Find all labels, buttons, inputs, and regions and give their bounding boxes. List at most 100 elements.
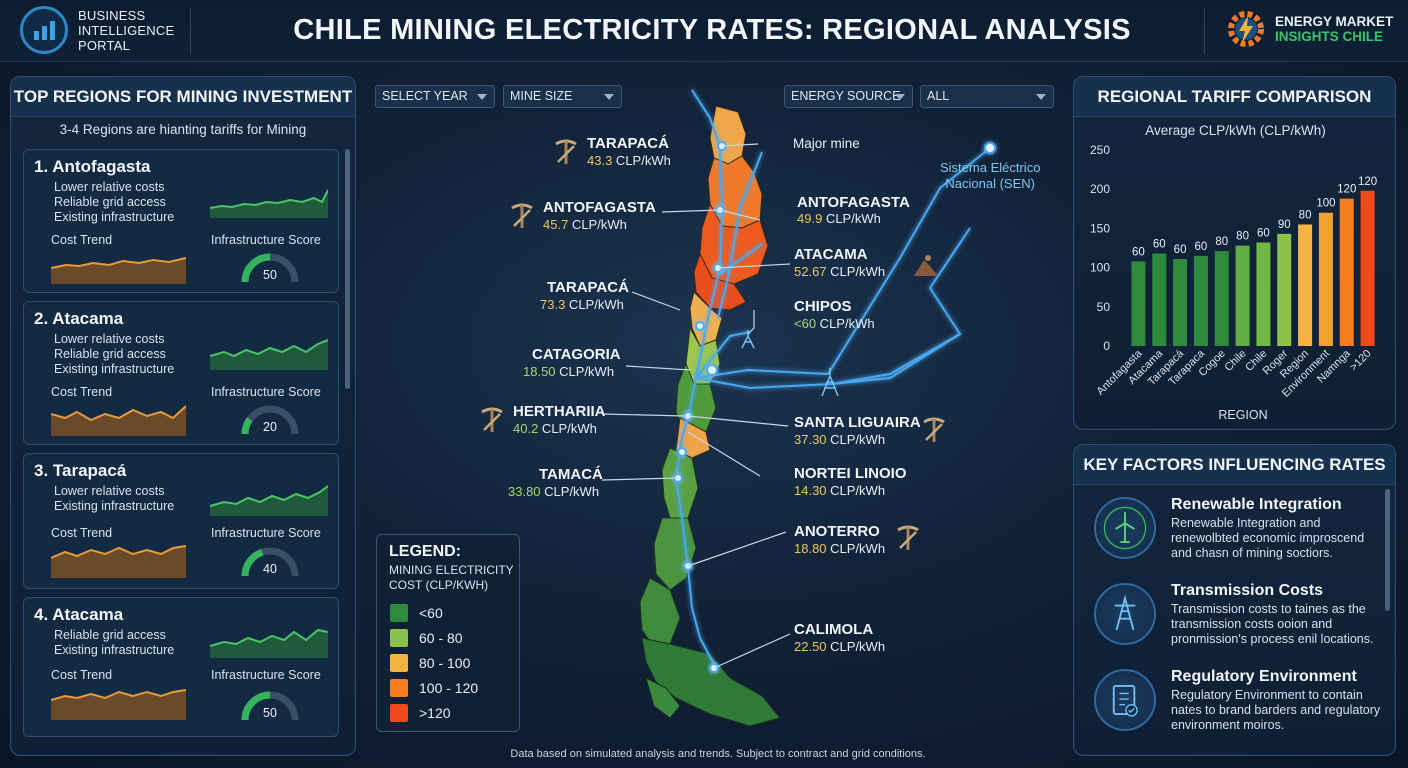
bar-data-label: 120	[1358, 176, 1377, 188]
regional-tariff-panel: REGIONAL TARIFF COMPARISON Average CLP/k…	[1073, 76, 1396, 430]
bar	[1193, 255, 1208, 346]
x-tick-label: >120	[1348, 348, 1374, 374]
bar-chart-logo-icon	[20, 6, 68, 54]
footnote: Data based on simulated analysis and tre…	[510, 748, 926, 760]
brand[interactable]: Business Intelligence Portal	[20, 6, 188, 54]
map-value-tarapaca-2: 73.3 CLP/kWh	[540, 297, 624, 312]
legend-item: 100 - 120	[390, 679, 478, 697]
rate-value: 52.67	[794, 264, 827, 279]
ore-pile-icon	[914, 255, 938, 276]
map-value-calimola: 22.50 CLP/kWh	[794, 639, 885, 654]
pickaxe-icon	[897, 525, 919, 550]
partner-name-line2: INSIGHTS CHILE	[1275, 29, 1384, 44]
bar-data-label: 80	[1215, 236, 1228, 248]
legend-label: <60	[419, 605, 443, 621]
sen-label-line1: Sistema Eléctrico	[940, 160, 1041, 175]
map-label-calimola: CALIMOLA	[794, 621, 874, 638]
legend-subtitle: MINING ELECTRICITY COST (CLP/kWh)	[389, 563, 514, 592]
bullet: Existing infrastructure	[54, 499, 175, 513]
rate-unit: CLP/kWh	[538, 421, 597, 436]
scrollbar[interactable]	[1385, 489, 1390, 611]
region-atacama-red	[693, 252, 747, 311]
key-factors-panel: KEY FACTORS INFLUENCING RATES Renewable …	[1073, 444, 1396, 756]
bullet: Lower relative costs	[54, 332, 165, 346]
chevron-down-icon	[895, 94, 905, 100]
region-patagonia-islands	[645, 677, 681, 719]
mine-size-dropdown[interactable]: MINE SIZE	[503, 85, 622, 108]
map-value-nortei-linoio: 14.30 CLP/kWh	[794, 483, 885, 498]
chile-map[interactable]	[370, 78, 1066, 748]
header-divider	[1204, 8, 1205, 54]
energy-source-dropdown[interactable]: ENERGY SOURCE	[784, 85, 913, 108]
region-card-antofagasta[interactable]: 1. Antofagasta Lower relative costs Reli…	[23, 149, 339, 293]
header-divider	[190, 8, 191, 54]
region-card-atacama-2[interactable]: 4. Atacama Reliable grid access Existing…	[23, 597, 339, 737]
map-label-antofagasta-2: ANTOFAGASTA	[797, 194, 910, 211]
cost-trend-chart	[51, 545, 186, 578]
region-bullets: Lower relative costs Existing infrastruc…	[54, 484, 174, 514]
legend-swatch	[390, 679, 408, 697]
infrastructure-score-value: 20	[263, 420, 277, 434]
y-tick-label: 0	[1103, 339, 1110, 353]
major-mine-note: Major mine	[793, 136, 860, 151]
map-value-tamaca: 33.80 CLP/kWh	[508, 484, 599, 499]
factor-title: Transmission Costs	[1171, 582, 1324, 599]
header: Business Intelligence Portal CHILE MININ…	[0, 0, 1408, 62]
region-name: 3. Tarapacá	[34, 461, 127, 480]
y-tick-label: 250	[1090, 143, 1110, 157]
region-south-green-1	[661, 447, 699, 525]
select-year-dropdown[interactable]: SELECT YEAR	[375, 85, 495, 108]
legend-swatch	[390, 629, 408, 647]
legend-swatch	[390, 604, 408, 622]
all-filter-dropdown[interactable]: ALL	[920, 85, 1054, 108]
map-label-tarapaca-2: TARAPACÁ	[547, 279, 629, 296]
rate-unit: CLP/kWh	[826, 264, 886, 279]
legend-item: >120	[390, 704, 451, 722]
region-patagonia-green	[641, 637, 781, 727]
region-name: 1. Antofagasta	[34, 157, 151, 176]
bullet: Lower relative costs	[54, 180, 165, 194]
cost-trend-chart	[51, 405, 186, 436]
region-bullets: Lower relative costs Reliable grid acces…	[54, 332, 174, 377]
bar	[1131, 261, 1146, 346]
rate-value: 37.30	[794, 432, 827, 447]
rate-unit: CLP/kWh	[816, 316, 875, 331]
y-tick-label: 150	[1090, 221, 1110, 235]
cost-trend-chart	[51, 689, 186, 720]
map-legend: LEGEND: MINING ELECTRICITY COST (CLP/kWh…	[376, 534, 520, 732]
cost-trend-label: Cost Trend	[51, 526, 113, 540]
partner-name-line1: ENERGY MARKET	[1275, 14, 1394, 29]
top-regions-panel: TOP REGIONS FOR MINING INVESTMENT 3-4 Re…	[10, 76, 356, 756]
legend-swatch	[390, 704, 408, 722]
map-value-anoterro: 18.80 CLP/kWh	[794, 541, 885, 556]
legend-label: 100 - 120	[419, 680, 479, 696]
rate-value: 18.50	[523, 364, 556, 379]
chevron-down-icon	[477, 94, 487, 100]
x-tick-label: Chile	[1222, 348, 1248, 374]
clipboard-check-icon	[1094, 669, 1156, 731]
rate-value: 43.3	[587, 153, 613, 168]
bullet: Reliable grid access	[54, 195, 166, 209]
brand-name: Business Intelligence Portal	[78, 7, 175, 53]
infrastructure-score-value: 40	[263, 562, 277, 576]
bar-data-label: 60	[1132, 246, 1145, 258]
region-card-tarapaca[interactable]: 3. Tarapacá Lower relative costs Existin…	[23, 453, 339, 589]
bar	[1318, 212, 1333, 346]
trend-sparkline	[210, 339, 328, 370]
rate-unit: CLP/kWh	[826, 432, 886, 447]
region-card-atacama[interactable]: 2. Atacama Lower relative costs Reliable…	[23, 301, 339, 445]
bar	[1256, 242, 1271, 346]
bullet: Reliable grid access	[54, 628, 166, 642]
factor-description: Regulatory Environment to contain nates …	[1171, 688, 1381, 732]
bar-data-label: 60	[1257, 228, 1270, 240]
cost-trend-label: Cost Trend	[51, 233, 113, 247]
trend-sparkline	[210, 189, 328, 218]
map-value-catagoria: 18.50 CLP/kWh	[523, 364, 614, 379]
map-label-anoterro: ANOTERRO	[794, 523, 880, 540]
factor-title: Renewable Integration	[1171, 496, 1342, 513]
rate-unit: CLP/kWh	[612, 153, 671, 168]
scrollbar[interactable]	[345, 149, 350, 389]
infrastructure-score-value: 50	[263, 268, 277, 282]
label-connectors	[601, 143, 791, 669]
rate-value: 22.50	[794, 639, 827, 654]
